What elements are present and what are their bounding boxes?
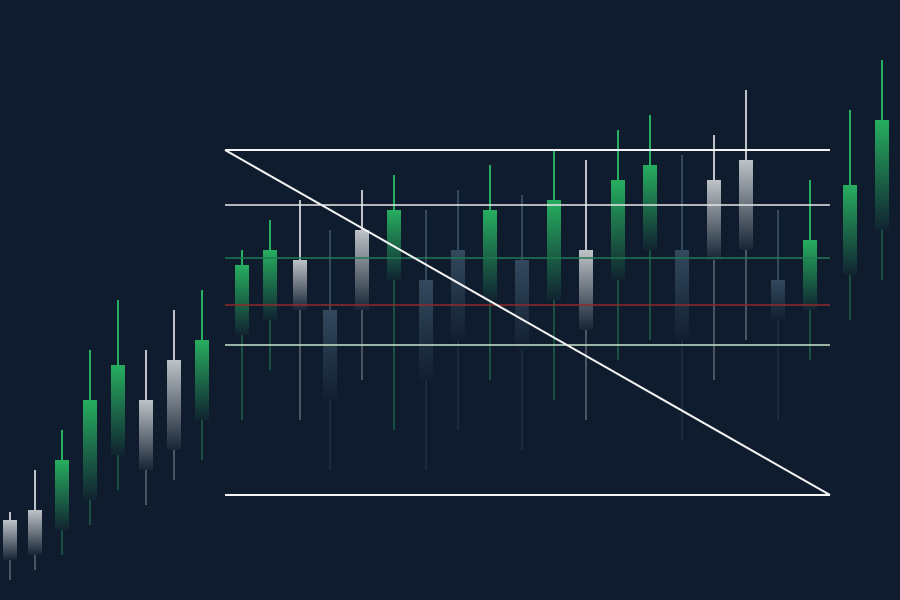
- candle-body: [139, 400, 153, 470]
- candlestick-svg: [0, 0, 900, 600]
- candle-body: [323, 310, 337, 400]
- candle-body: [111, 365, 125, 455]
- candle-body: [3, 520, 17, 560]
- candle-body: [263, 250, 277, 320]
- candle-body: [195, 340, 209, 420]
- chart-background: [0, 0, 900, 600]
- candle-body: [235, 265, 249, 335]
- candle-body: [55, 460, 69, 530]
- candle-body: [875, 120, 889, 230]
- candle-body: [83, 400, 97, 500]
- candle-body: [483, 210, 497, 300]
- candle-body: [451, 250, 465, 340]
- candle-body: [547, 200, 561, 300]
- candle-body: [28, 510, 42, 555]
- candlestick-chart: [0, 0, 900, 600]
- candle-body: [771, 280, 785, 320]
- candle-body: [803, 240, 817, 310]
- candle-body: [643, 165, 657, 250]
- candle-body: [293, 260, 307, 310]
- candle-body: [355, 230, 369, 310]
- candle-body: [675, 250, 689, 340]
- candle-body: [167, 360, 181, 450]
- candle-body: [387, 210, 401, 280]
- candle-body: [579, 250, 593, 330]
- candle-body: [843, 185, 857, 275]
- candle-body: [707, 180, 721, 260]
- candle-body: [611, 180, 625, 280]
- candle-body: [419, 280, 433, 380]
